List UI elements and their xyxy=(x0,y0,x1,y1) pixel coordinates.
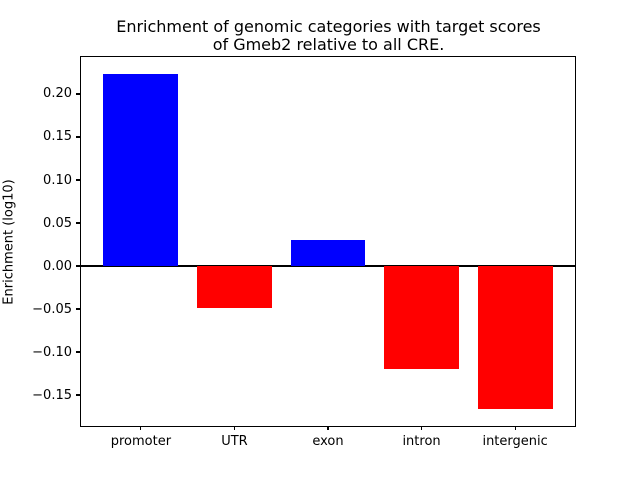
y-tick-mark xyxy=(76,179,80,181)
x-tick-mark xyxy=(327,426,329,430)
plot-area xyxy=(80,56,576,427)
y-tick-mark xyxy=(76,222,80,224)
x-tick-mark xyxy=(140,426,142,430)
y-tick-mark xyxy=(76,308,80,310)
y-tick-mark xyxy=(76,136,80,138)
y-tick-mark xyxy=(76,265,80,267)
y-tick-label: 0.10 xyxy=(43,172,72,188)
bar-promoter xyxy=(103,74,179,266)
y-tick-label: 0.20 xyxy=(43,86,72,102)
y-tick-mark xyxy=(76,351,80,353)
x-tick-label-promoter: promoter xyxy=(110,434,172,449)
chart-title: Enrichment of genomic categories with ta… xyxy=(116,17,541,54)
y-tick-label: 0.05 xyxy=(43,215,72,231)
x-tick-label-exon: exon xyxy=(312,434,344,449)
zero-line xyxy=(81,265,575,267)
bar-intergenic xyxy=(477,266,553,409)
bar-exon xyxy=(290,240,366,266)
y-tick-label: −0.05 xyxy=(32,301,72,317)
y-tick-mark xyxy=(76,394,80,396)
bar-intron xyxy=(384,266,459,370)
y-tick-label: 0.00 xyxy=(43,258,72,274)
y-tick-label: −0.15 xyxy=(32,387,72,403)
y-tick-mark xyxy=(76,93,80,95)
x-tick-mark xyxy=(233,426,236,430)
x-tick-label-intron: intron xyxy=(402,434,441,449)
x-tick-label-UTR: UTR xyxy=(221,434,248,449)
x-tick-mark xyxy=(420,426,423,430)
y-axis-label: Enrichment (log10) xyxy=(1,179,17,305)
x-tick-label-intergenic: intergenic xyxy=(482,434,548,449)
bar-UTR xyxy=(197,266,272,309)
y-tick-label: −0.10 xyxy=(32,344,72,360)
x-tick-mark xyxy=(514,426,516,430)
y-tick-label: 0.15 xyxy=(43,129,72,145)
